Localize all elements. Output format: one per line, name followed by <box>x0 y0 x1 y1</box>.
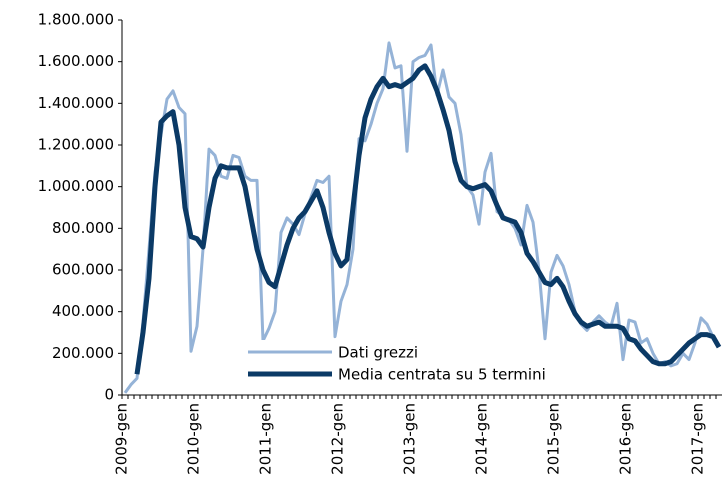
y-tick-label: 1.200.000 <box>38 136 114 154</box>
x-tick-label: 2014-gen <box>473 403 491 475</box>
series-line <box>123 41 721 394</box>
x-tick-label: 2013-gen <box>401 403 419 475</box>
legend: Dati grezzi Media centrata su 5 termini <box>240 340 546 388</box>
x-tick-label: 2010-gen <box>185 403 203 475</box>
y-tick-label: 200.000 <box>52 344 114 362</box>
series-line <box>134 63 722 375</box>
y-tick-label: 400.000 <box>52 302 114 320</box>
y-tick-label: 1.000.000 <box>38 177 114 195</box>
y-tick-label: 1.400.000 <box>38 94 114 112</box>
x-tick-label: 2011-gen <box>257 403 275 475</box>
x-tick-label: 2012-gen <box>329 403 347 475</box>
y-tick-label: 600.000 <box>52 261 114 279</box>
y-tick-label: 1.600.000 <box>38 52 114 70</box>
legend-label: Dati grezzi <box>338 344 418 362</box>
x-tick-label: 2009-gen <box>113 403 131 475</box>
y-tick-label: 0 <box>104 386 114 404</box>
x-tick-label: 2015-gen <box>545 403 563 475</box>
x-tick-label: 2017-gen <box>689 403 707 475</box>
legend-box <box>240 340 540 388</box>
legend-label: Media centrata su 5 termini <box>338 366 546 384</box>
y-tick-label: 800.000 <box>52 219 114 237</box>
y-tick-label: 1.800.000 <box>38 11 114 29</box>
x-tick-label: 2016-gen <box>617 403 635 475</box>
